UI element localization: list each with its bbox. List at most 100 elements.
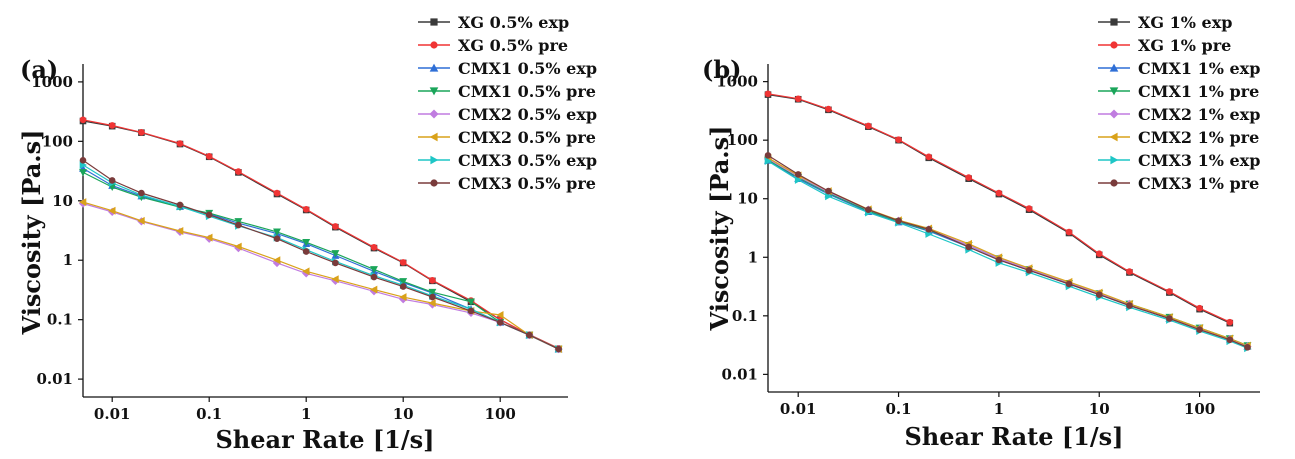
panel-a-legend-label: CMX1 0.5% pre: [458, 82, 596, 101]
panel-a-y-tick-label: 0.1: [47, 311, 73, 329]
panel-b-data-point: [1196, 304, 1203, 312]
panel-a-legend-label: CMX2 0.5% pre: [458, 128, 596, 147]
panel-b-data-point: [865, 122, 872, 130]
panel-b-series-line-cmx3-1-exp: [767, 160, 1248, 349]
panel-a-data-point: [108, 206, 116, 215]
panel-b-legend-marker: [1110, 18, 1118, 26]
panel-b-legend-entry: CMX2 1% exp: [1098, 105, 1260, 124]
panel-b-data-point: [965, 174, 972, 181]
panel-a-legend-marker: [430, 41, 438, 49]
panel-a-legend-entry: CMX2 0.5% pre: [418, 128, 596, 147]
panel-a-data-point: [234, 242, 242, 251]
panel-a-data-point: [429, 293, 436, 301]
panel-b-legend-entry: CMX1 1% exp: [1098, 59, 1260, 78]
panel-a-series-line-cmx3-0-5-pre: [82, 159, 559, 350]
panel-b-data-point: [995, 256, 1003, 264]
panel-a-data-point: [138, 189, 145, 197]
panel-b-y-tick-label: 10: [737, 190, 758, 208]
panel-b-data-point: [925, 226, 933, 233]
panel-b-legend-label: CMX1 1% pre: [1138, 82, 1259, 101]
panel-b-legend-label: XG 1% pre: [1138, 36, 1231, 55]
panel-a-data-point: [273, 189, 281, 197]
panel-a-legend-marker: [429, 132, 438, 142]
panel-b-data-point: [825, 187, 832, 195]
panel-b-data-point: [794, 95, 802, 103]
panel-a-data-point: [399, 278, 408, 286]
panel-a-data-point: [399, 283, 407, 290]
panel-b-label: (b): [702, 55, 742, 84]
panel-a-data-point: [273, 228, 281, 236]
panel-a-data-point: [302, 239, 311, 247]
panel-a-legend-label: CMX2 0.5% exp: [458, 105, 597, 124]
panel-b-series-xg-1-pre: [764, 90, 1234, 326]
panel-b-data-point: [1065, 280, 1073, 288]
panel-a-series-line-xg-0-5-pre: [82, 119, 559, 349]
panel-b-data-point: [1025, 205, 1033, 212]
panel-a-data-point: [302, 248, 310, 255]
panel-a-legend-entry: CMX3 0.5% pre: [418, 174, 596, 193]
panel-b-y-tick-label: 0.01: [721, 365, 758, 383]
panel-b-data-point: [764, 90, 772, 98]
panel-a-data-point: [205, 211, 213, 219]
panel-b-data-point: [1196, 326, 1203, 333]
panel-b-legend-label: CMX2 1% pre: [1138, 128, 1259, 147]
panel-a-series-line-cmx1-0-5-exp: [82, 167, 559, 350]
panel-b-data-point: [1226, 318, 1234, 326]
panel-b-x-tick-label: 100: [1184, 400, 1215, 418]
panel-b-y-tick-label: 100: [727, 131, 758, 149]
panel-a-series-cmx3-0-5-pre: [79, 156, 562, 353]
panel-a-data-point: [370, 243, 378, 251]
panel-b-data-point: [1226, 336, 1234, 344]
panel-b-legend-marker: [1109, 109, 1119, 119]
panel-a-series-cmx2-0-5-exp: [78, 199, 563, 354]
panel-a-y-tick-label: 100: [42, 132, 73, 150]
panel-a-data-point: [79, 156, 87, 164]
panel-b-data-point: [925, 153, 933, 161]
panel-a-x-tick-label: 0.01: [94, 405, 131, 423]
panel-a-data-point: [205, 153, 213, 160]
panel-a-legend-label: XG 0.5% pre: [458, 36, 568, 55]
panel-a-data-point: [496, 319, 504, 326]
panel-b-data-point: [1095, 250, 1103, 258]
panel-a-data-point: [79, 116, 87, 124]
panel-a-legend-entry: XG 0.5% pre: [418, 36, 568, 55]
panel-b-x-tick-label: 0.1: [885, 400, 911, 418]
panel-a-data-point: [370, 285, 378, 294]
panel-a-data-point: [176, 140, 184, 147]
panel-b-legend-marker: [1110, 179, 1118, 187]
panel-a-legend-label: XG 0.5% exp: [458, 13, 569, 32]
panel-a-legend-entry: CMX1 0.5% pre: [418, 82, 596, 101]
panel-b-data-point: [965, 243, 972, 251]
panel-a-data-point: [428, 299, 436, 308]
panel-b-data-point: [1244, 344, 1251, 351]
panel-a-data-point: [137, 216, 145, 225]
panel-b-data-point: [1126, 268, 1133, 275]
panel-a-legend-marker: [430, 179, 438, 187]
panel-b-data-point: [1025, 266, 1033, 274]
panel-a-data-point: [370, 266, 378, 274]
panel-b-legend-marker: [1110, 41, 1118, 49]
panel-b-x-tick-label: 1: [994, 400, 1004, 418]
panel-b-data-point: [825, 192, 833, 201]
panel-a-data-point: [79, 198, 87, 207]
panel-a-data-point: [273, 235, 281, 243]
panel-b-legend-entry: XG 1% pre: [1098, 36, 1231, 55]
panel-a-series-line-cmx3-0-5-exp: [82, 164, 559, 350]
panel-a-legend-marker: [429, 63, 439, 72]
panel-b-legend-label: CMX3 1% exp: [1138, 151, 1260, 170]
panel-a-data-point: [302, 267, 310, 276]
panel-a-data-point: [332, 223, 339, 230]
panel-b-data-point: [825, 105, 832, 113]
panel-b-legend-entry: CMX2 1% pre: [1098, 128, 1259, 147]
panel-b-x-axis-label: Shear Rate [1/s]: [904, 422, 1123, 451]
panel-b-data-point: [995, 189, 1003, 197]
panel-b-data-point: [764, 152, 772, 159]
panel-b-data-point: [764, 157, 772, 166]
panel-a-data-point: [399, 259, 407, 266]
panel-a-y-axis-label: Viscosity [Pa.s]: [17, 130, 46, 336]
panel-b-legend-label: CMX1 1% exp: [1138, 59, 1260, 78]
panel-b-legend-label: XG 1% exp: [1138, 13, 1232, 32]
panel-b-data-point: [1095, 291, 1103, 298]
panel-b-legend-marker: [1110, 155, 1119, 165]
panel-a-data-point: [273, 256, 281, 265]
